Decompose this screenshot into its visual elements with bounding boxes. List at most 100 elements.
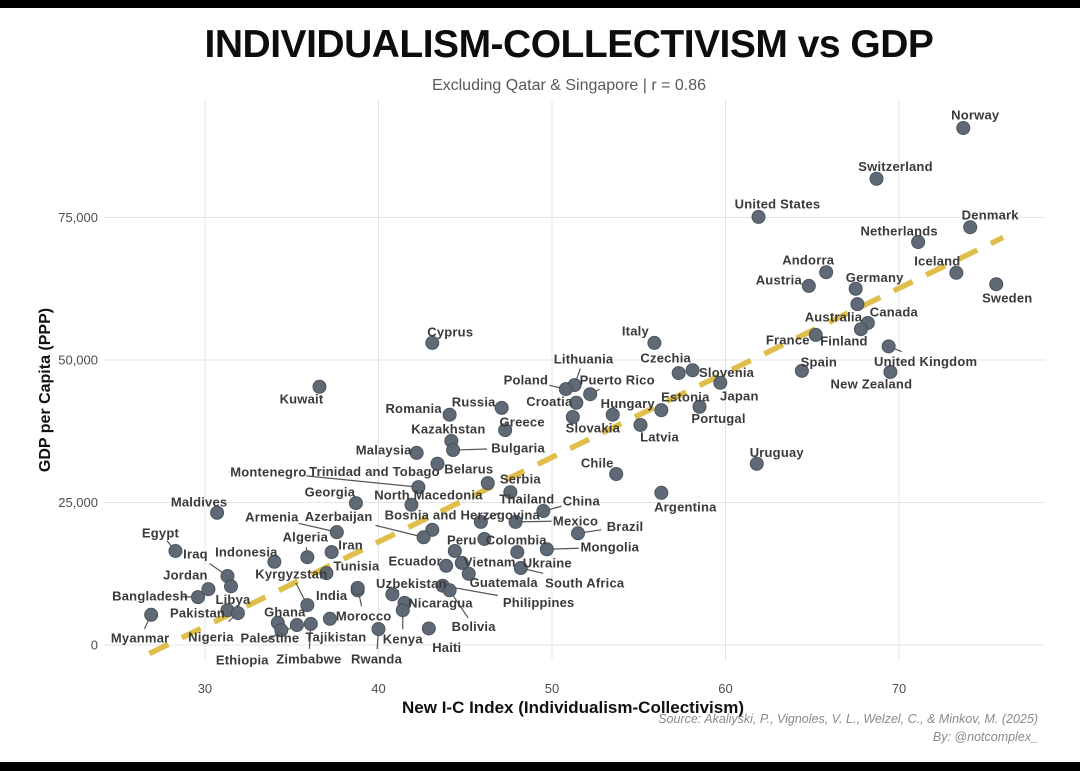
country-label: United States	[735, 196, 821, 211]
data-point	[289, 618, 304, 633]
data-point	[583, 387, 598, 402]
country-label: Ghana	[264, 604, 306, 619]
data-point	[989, 277, 1004, 292]
data-point	[371, 622, 386, 637]
country-label: Trinidad and Tobago	[309, 464, 440, 479]
country-label: Libya	[215, 592, 251, 607]
x-axis-title: New I-C Index (Individualism-Collectivis…	[402, 698, 744, 717]
country-label: Sweden	[982, 291, 1032, 306]
data-point	[191, 590, 206, 605]
data-point	[565, 409, 580, 424]
data-point	[654, 403, 669, 418]
country-label: Czechia	[640, 351, 691, 366]
country-label: Austria	[756, 272, 803, 287]
country-label: Vietnam	[464, 554, 516, 569]
data-point	[536, 504, 551, 519]
data-point	[510, 545, 525, 560]
data-point	[404, 497, 419, 512]
country-label: India	[316, 588, 348, 603]
country-label: Armenia	[245, 510, 299, 525]
data-point	[508, 514, 523, 529]
data-point	[713, 375, 728, 390]
country-label: Australia	[805, 310, 863, 325]
country-label: Pakistan	[170, 606, 225, 621]
country-label: Serbia	[500, 472, 542, 487]
country-label: Philippines	[503, 595, 575, 610]
byline: By: @notcomplex_	[932, 730, 1038, 744]
x-tick-label: 60	[718, 681, 732, 696]
country-label: Ethiopia	[216, 653, 269, 668]
data-point	[267, 554, 282, 569]
data-point	[883, 364, 898, 379]
country-label: Morocco	[336, 608, 392, 623]
country-label: Denmark	[962, 208, 1020, 223]
data-point	[416, 530, 431, 545]
country-label: New Zealand	[831, 376, 913, 391]
country-label: Netherlands	[860, 224, 937, 239]
data-point	[223, 579, 238, 594]
country-label: Algeria	[283, 530, 329, 545]
data-point	[494, 400, 509, 415]
country-label: Ecuador	[388, 553, 441, 568]
country-label: Slovakia	[566, 420, 621, 435]
data-point	[350, 580, 365, 595]
country-label: Zimbabwe	[276, 651, 341, 666]
data-point	[513, 561, 528, 576]
country-label: Slovenia	[699, 365, 755, 380]
page-subtitle: Excluding Qatar & Singapore | r = 0.86	[431, 77, 707, 94]
data-point	[911, 235, 926, 250]
country-label: Azerbaijan	[305, 509, 373, 524]
data-point	[411, 480, 426, 495]
data-point	[430, 456, 445, 471]
data-point	[956, 121, 971, 136]
data-point	[609, 466, 624, 481]
data-point	[274, 623, 289, 638]
country-label: Norway	[951, 108, 1000, 123]
y-tick-label: 0	[91, 637, 98, 652]
top-border-bar	[0, 0, 1080, 8]
data-point	[425, 335, 440, 350]
country-label: Colombia	[486, 532, 547, 547]
data-point	[963, 220, 978, 235]
y-tick-label: 25,000	[58, 495, 98, 510]
country-label: Indonesia	[215, 544, 278, 559]
data-point	[819, 265, 834, 280]
country-label: Romania	[385, 401, 442, 416]
country-label: Bangladesh	[112, 589, 188, 604]
data-point	[385, 587, 400, 602]
data-point	[329, 525, 344, 540]
country-label: Uruguay	[750, 445, 805, 460]
country-label: Peru	[447, 532, 477, 547]
data-point	[480, 476, 495, 491]
country-label: Switzerland	[858, 159, 932, 174]
y-tick-label: 50,000	[58, 352, 98, 367]
country-label: Kenya	[383, 632, 424, 647]
country-label: Latvia	[640, 429, 679, 444]
data-point	[454, 555, 469, 570]
data-point	[571, 526, 586, 541]
country-label: Andorra	[782, 253, 835, 268]
country-label: Palestine	[240, 631, 299, 646]
country-label: China	[563, 494, 601, 509]
data-point	[633, 417, 648, 432]
country-label: Montenegro	[230, 465, 306, 480]
data-point	[230, 606, 245, 621]
country-label: South Africa	[545, 576, 625, 591]
data-point	[168, 543, 183, 558]
data-point	[461, 566, 476, 581]
x-tick-label: 40	[371, 681, 385, 696]
data-point	[850, 297, 865, 312]
data-point	[498, 423, 513, 438]
data-point	[477, 531, 492, 546]
data-point	[322, 611, 337, 626]
country-label: Bolivia	[452, 619, 497, 634]
data-point	[647, 335, 662, 350]
data-point	[442, 407, 457, 422]
data-point	[447, 543, 462, 558]
x-tick-label: 50	[545, 681, 559, 696]
data-point	[685, 363, 700, 378]
country-label: France	[766, 332, 810, 347]
data-point	[312, 379, 327, 394]
data-point	[303, 616, 318, 631]
